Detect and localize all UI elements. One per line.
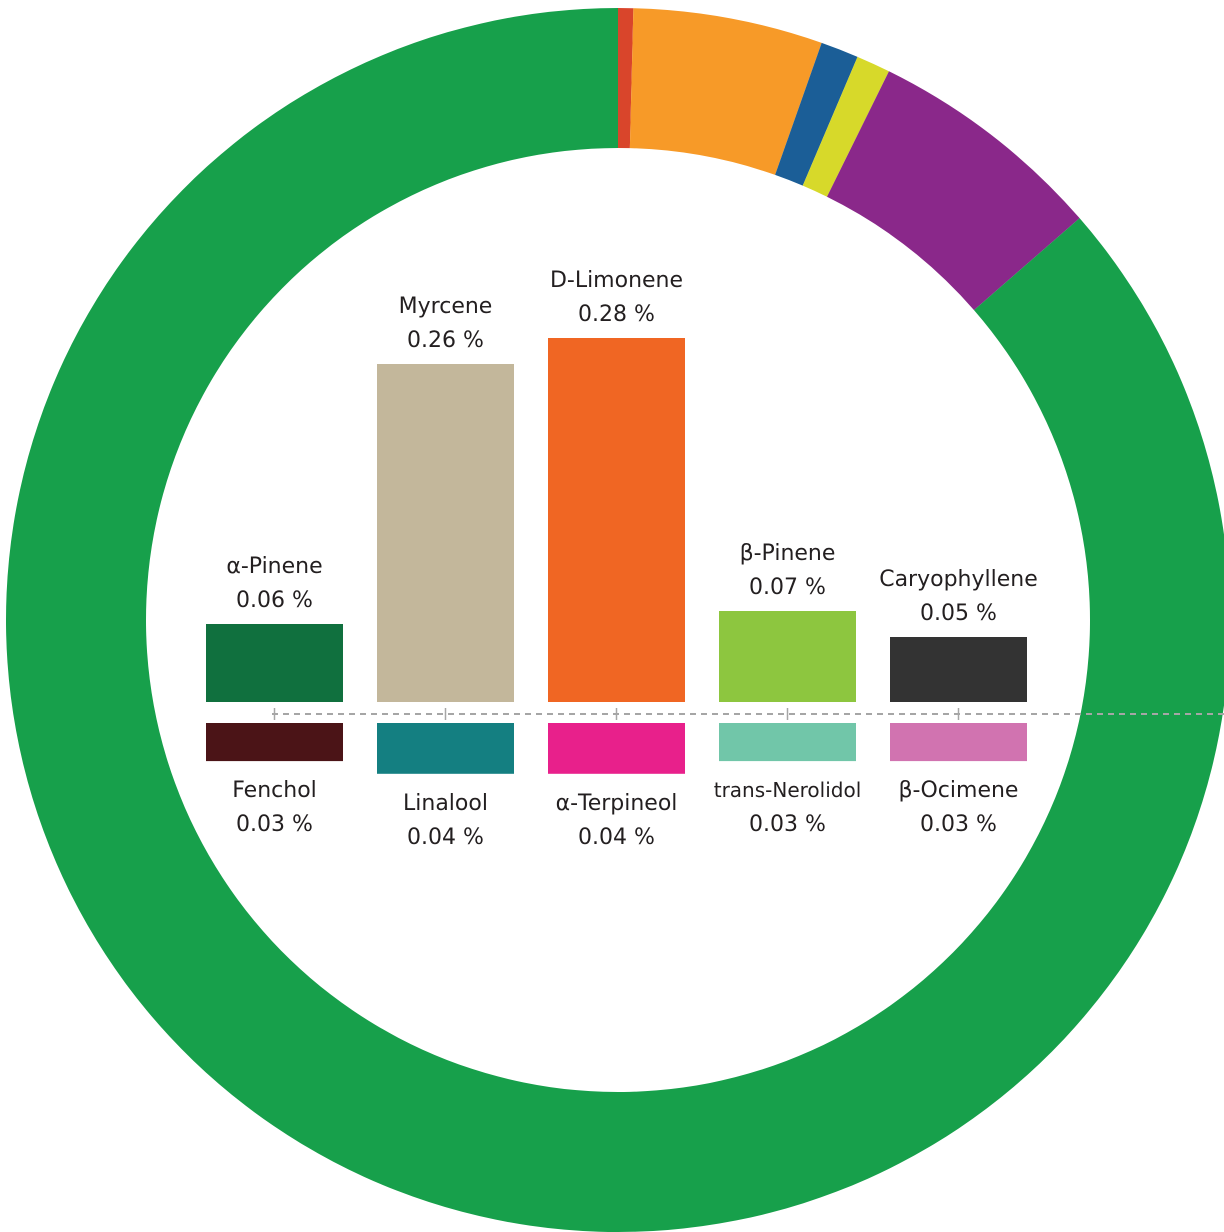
donut-ring: [6, 8, 1224, 1232]
bar-label-name: Linalool: [403, 791, 488, 816]
bar-above-1: [206, 624, 343, 702]
donut-slice-4: [802, 56, 889, 197]
bar-data-label: 0.07 %: [749, 575, 826, 600]
bar-label-name: Caryophyllene: [879, 567, 1038, 592]
donut-slice-2: [629, 8, 822, 175]
bar-above-5: [890, 637, 1027, 702]
bar-label-name: β-Ocimene: [899, 778, 1019, 803]
donut-slice-3: [775, 42, 858, 186]
bar-label-name: α-Pinene: [226, 554, 322, 579]
bar-below-5: [890, 723, 1027, 762]
bar-label-name: α-Terpineol: [556, 791, 678, 816]
bar-data-label: 0.04 %: [578, 825, 655, 850]
bar-label-name: Fenchol: [232, 778, 317, 803]
bar-below-2: [377, 723, 514, 774]
bar-data-label: 0.04 %: [407, 825, 484, 850]
bar-data-label: 0.06 %: [236, 588, 313, 613]
donut-slice-5: [826, 71, 1080, 311]
bar-label-name: Myrcene: [399, 294, 493, 319]
bar-data-label: 0.26 %: [407, 328, 484, 353]
bar-below-4: [719, 723, 856, 762]
bar-data-label: 0.03 %: [236, 812, 313, 837]
bar-above-2: [377, 364, 514, 702]
bar-data-label: 0.03 %: [749, 812, 826, 837]
bar-data-label: 0.05 %: [920, 601, 997, 626]
donut-slice-1: [618, 8, 634, 149]
bar-above-3: [548, 338, 685, 702]
bar-below-3: [548, 723, 685, 774]
bar-label-name: trans-Nerolidol: [714, 778, 862, 802]
bar-data-label: 0.28 %: [578, 302, 655, 327]
bar-above-4: [719, 611, 856, 702]
bar-label-name: β-Pinene: [740, 541, 836, 566]
bar-data-label: 0.03 %: [920, 812, 997, 837]
terpene-bar-chart: α-Pinene 0.06 % Myrcene 0.26 % D-Limonene 0.2…: [206, 268, 1224, 850]
bar-below-1: [206, 723, 343, 762]
bar-label-name: D-Limonene: [550, 268, 683, 293]
